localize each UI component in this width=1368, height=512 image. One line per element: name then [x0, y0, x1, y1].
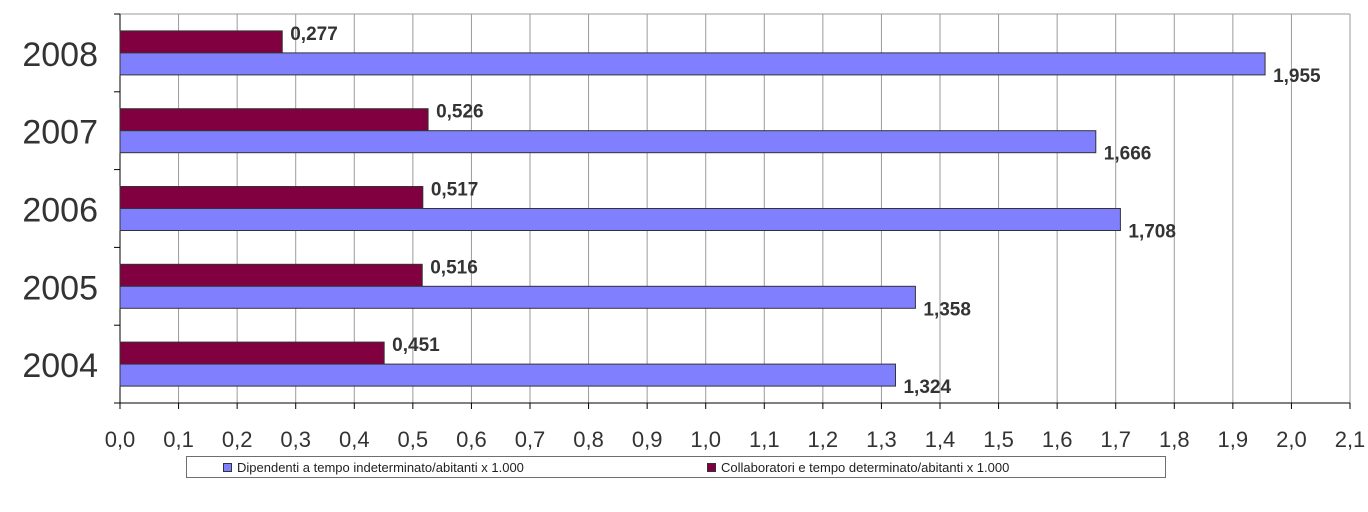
legend-label-dipendenti: Dipendenti a tempo indeterminato/abitant…	[237, 460, 524, 475]
x-tick-label: 0,1	[163, 427, 194, 452]
x-tick-label: 0,8	[573, 427, 604, 452]
data-label: 0,526	[436, 102, 484, 123]
category-label: 2004	[22, 347, 98, 385]
x-tick-label: 1,2	[808, 427, 839, 452]
data-label: 0,277	[290, 24, 338, 45]
data-label: 1,324	[903, 377, 951, 398]
category-label: 2008	[22, 36, 98, 74]
x-tick-label: 1,5	[983, 427, 1014, 452]
legend-label-collaboratori: Collaboratori e tempo determinato/abitan…	[721, 460, 1010, 475]
bar-dipendenti	[119, 363, 896, 387]
legend-swatch-collaboratori	[707, 463, 716, 472]
legend-item-collaboratori: Collaboratori e tempo determinato/abitan…	[707, 460, 1009, 475]
x-tick-label: 1,3	[866, 427, 897, 452]
data-label: 0,516	[430, 257, 478, 278]
x-tick-label: 0,4	[339, 427, 370, 452]
bar-collaboratori	[119, 263, 423, 287]
bar-dipendenti	[119, 52, 1266, 76]
x-tick-label: 0,3	[280, 427, 311, 452]
x-tick-label: 0,0	[105, 427, 136, 452]
bar-dipendenti	[119, 130, 1097, 154]
x-tick-label: 0,5	[398, 427, 429, 452]
data-label: 0,451	[392, 335, 440, 356]
data-label: 1,666	[1104, 144, 1152, 165]
x-tick-label: 0,7	[515, 427, 546, 452]
x-tick-label: 1,8	[1159, 427, 1190, 452]
x-tick-label: 1,0	[690, 427, 721, 452]
bar-collaboratori	[119, 108, 429, 132]
legend-swatch-dipendenti	[223, 463, 232, 472]
legend: Dipendenti a tempo indeterminato/abitant…	[186, 456, 1166, 478]
x-tick-label: 1,1	[749, 427, 780, 452]
bar-dipendenti	[119, 285, 916, 309]
x-tick-label: 0,9	[632, 427, 663, 452]
x-tick-label: 0,2	[222, 427, 253, 452]
category-label: 2007	[22, 114, 98, 152]
data-label: 1,708	[1128, 222, 1176, 243]
category-label: 2006	[22, 192, 98, 230]
legend-item-dipendenti: Dipendenti a tempo indeterminato/abitant…	[223, 460, 524, 475]
bar-collaboratori	[119, 186, 424, 209]
data-label: 0,517	[431, 180, 479, 201]
x-tick-label: 0,6	[456, 427, 487, 452]
bar-collaboratori	[119, 341, 385, 365]
data-label: 1,955	[1273, 66, 1321, 87]
x-tick-label: 1,7	[1100, 427, 1131, 452]
category-label: 2005	[22, 269, 98, 307]
x-tick-label: 1,6	[1042, 427, 1073, 452]
x-tick-label: 1,4	[925, 427, 956, 452]
x-tick-label: 2,0	[1276, 427, 1307, 452]
x-tick-label: 1,9	[1218, 427, 1249, 452]
bar-dipendenti	[119, 208, 1121, 231]
x-tick-label: 2,1	[1335, 427, 1366, 452]
data-label: 1,358	[923, 299, 971, 320]
bar-collaboratori	[119, 30, 283, 54]
